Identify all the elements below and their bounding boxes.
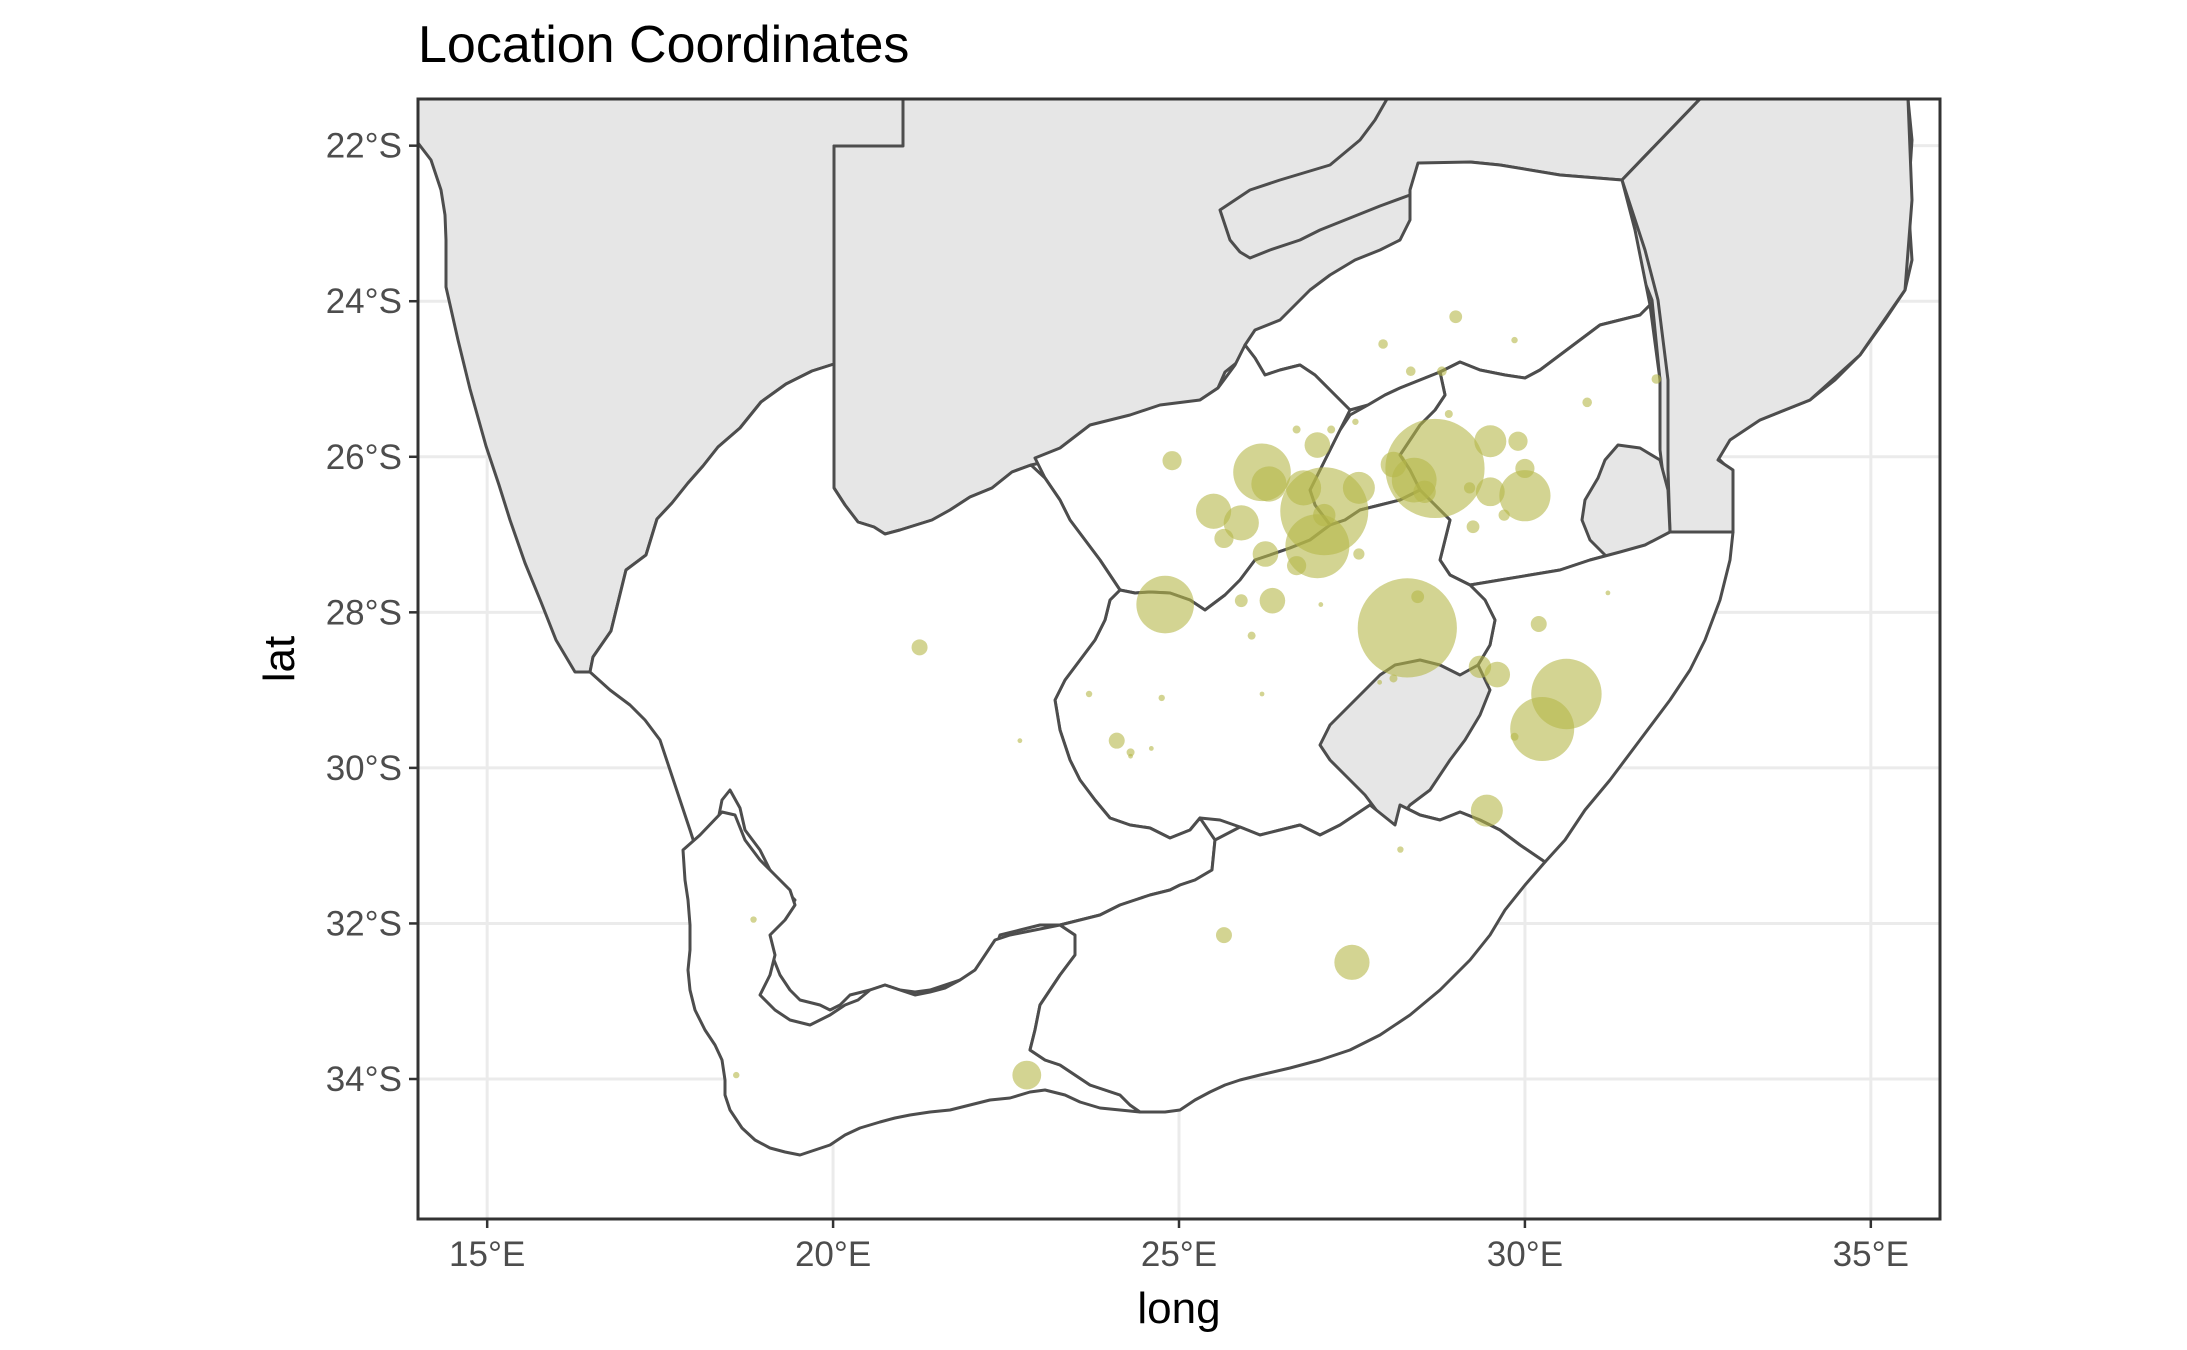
data-point <box>1582 397 1592 408</box>
data-point <box>1252 541 1279 567</box>
y-tick-label: 32°S <box>326 904 402 943</box>
data-point <box>1128 753 1133 759</box>
data-point <box>1334 944 1370 980</box>
province-eastern-cape <box>1028 803 1547 1114</box>
data-point <box>1510 697 1575 761</box>
country-mozambique-south <box>1620 99 1914 534</box>
data-point <box>1259 587 1286 614</box>
chart-title: Location Coordinates <box>418 16 909 74</box>
data-point <box>1470 794 1503 827</box>
data-point <box>1352 418 1359 425</box>
data-point <box>1353 548 1365 560</box>
y-tick-label: 22°S <box>326 127 402 166</box>
data-point <box>1463 482 1476 494</box>
y-tick-label: 28°S <box>326 593 402 632</box>
data-point <box>1285 470 1322 506</box>
data-point <box>1342 471 1375 504</box>
data-point <box>750 916 757 923</box>
data-point <box>1318 602 1324 607</box>
data-point <box>1411 590 1425 604</box>
data-point <box>1085 690 1093 698</box>
data-point <box>1498 509 1510 521</box>
data-point <box>1389 674 1398 683</box>
x-tick-label: 30°E <box>1487 1235 1563 1274</box>
data-point <box>1223 505 1259 541</box>
data-point <box>1136 575 1194 634</box>
data-point <box>1304 432 1331 458</box>
data-point <box>1215 927 1232 944</box>
data-point <box>1234 594 1248 608</box>
x-tick-label: 35°E <box>1833 1235 1909 1274</box>
data-point <box>1108 732 1125 749</box>
data-point <box>1195 493 1232 529</box>
data-point <box>1251 466 1287 502</box>
data-point <box>1651 374 1662 384</box>
x-tick-label: 25°E <box>1141 1235 1217 1274</box>
data-point <box>1530 616 1547 632</box>
y-tick-label: 24°S <box>326 282 402 321</box>
data-point <box>1162 451 1182 471</box>
data-point <box>1466 520 1480 534</box>
data-point <box>1214 528 1234 549</box>
data-point <box>1259 691 1265 697</box>
data-point <box>1475 477 1505 507</box>
data-point <box>1126 748 1135 757</box>
data-point <box>911 639 928 656</box>
data-point <box>1327 425 1336 434</box>
data-point <box>1510 732 1519 741</box>
data-point <box>1449 310 1463 324</box>
y-axis-title: lat <box>255 636 304 682</box>
data-point <box>1397 846 1404 853</box>
x-axis-title: long <box>1137 1284 1220 1333</box>
country-south-africa <box>588 160 1735 1157</box>
data-point <box>1292 425 1301 434</box>
data-point <box>1405 366 1416 377</box>
data-point <box>1380 451 1407 478</box>
data-point <box>1012 1060 1042 1090</box>
data-point <box>1148 746 1154 751</box>
data-point <box>1357 578 1457 678</box>
map-layer <box>418 99 1914 1157</box>
y-axis: 22°S 24°S 26°S 28°S 30°S 32°S 34°S <box>326 127 418 1099</box>
plot-panel <box>416 97 1942 1221</box>
data-point <box>1247 631 1256 640</box>
data-point <box>1474 425 1507 458</box>
data-point <box>1437 366 1447 377</box>
y-tick-label: 30°S <box>326 749 402 788</box>
data-point <box>1508 431 1528 451</box>
data-point <box>733 1071 740 1079</box>
x-axis: 15°E 20°E 25°E 30°E 35°E <box>449 1219 1909 1274</box>
data-point <box>1499 470 1551 522</box>
data-point <box>1413 480 1436 503</box>
data-point <box>1515 458 1535 479</box>
x-tick-label: 20°E <box>795 1235 871 1274</box>
x-tick-label: 15°E <box>449 1235 525 1274</box>
data-point <box>1605 590 1611 596</box>
data-point <box>1468 655 1492 678</box>
data-point <box>1287 556 1307 576</box>
data-point <box>1017 738 1023 744</box>
data-point <box>1313 503 1336 527</box>
data-point <box>1378 339 1388 349</box>
y-tick-label: 34°S <box>326 1060 402 1099</box>
data-points <box>733 310 1662 1090</box>
data-point <box>1444 410 1453 418</box>
data-point <box>1511 336 1518 344</box>
data-point <box>1377 679 1383 685</box>
data-point <box>1158 694 1165 702</box>
y-tick-label: 26°S <box>326 438 402 477</box>
